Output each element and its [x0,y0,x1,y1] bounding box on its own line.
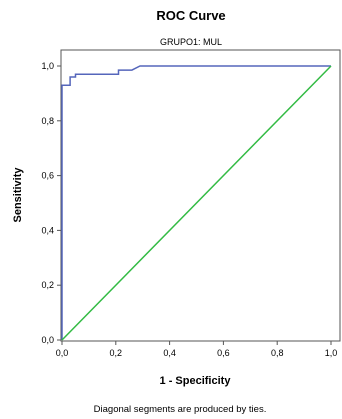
y-tick-label: 0,6 [41,171,54,181]
series-layer [61,65,332,341]
x-tick-label: 1,0 [325,348,338,358]
y-tick-label: 0,4 [41,225,54,235]
y-tick-label: 0,2 [41,280,54,290]
x-tick-label: 0,4 [163,348,176,358]
y-axis-title: Sensitivity [12,167,24,223]
chart-subtitle: GRUPO1: MUL [160,37,222,47]
y-tick-label: 0,0 [41,335,54,345]
x-axis-title: 1 - Specificity [160,375,232,387]
chart-title: ROC Curve [156,8,225,23]
y-tick-label: 0,8 [41,116,54,126]
y-tick-label: 1,0 [41,61,54,71]
reference-diagonal-line [61,65,332,341]
ticks-layer: 0,0 0,2 0,4 0,6 0,8 1,0 0,0 0,2 0,4 0,6 0,8 1,0 [41,61,337,358]
x-tick-label: 0,8 [271,348,284,358]
chart-footnote: Diagonal segments are produced by ties. [94,404,267,415]
roc-curve-line [61,65,331,340]
x-tick-label: 0,2 [110,348,123,358]
x-tick-label: 0,0 [56,348,69,358]
x-tick-label: 0,6 [217,348,230,358]
plot-frame [60,49,341,342]
